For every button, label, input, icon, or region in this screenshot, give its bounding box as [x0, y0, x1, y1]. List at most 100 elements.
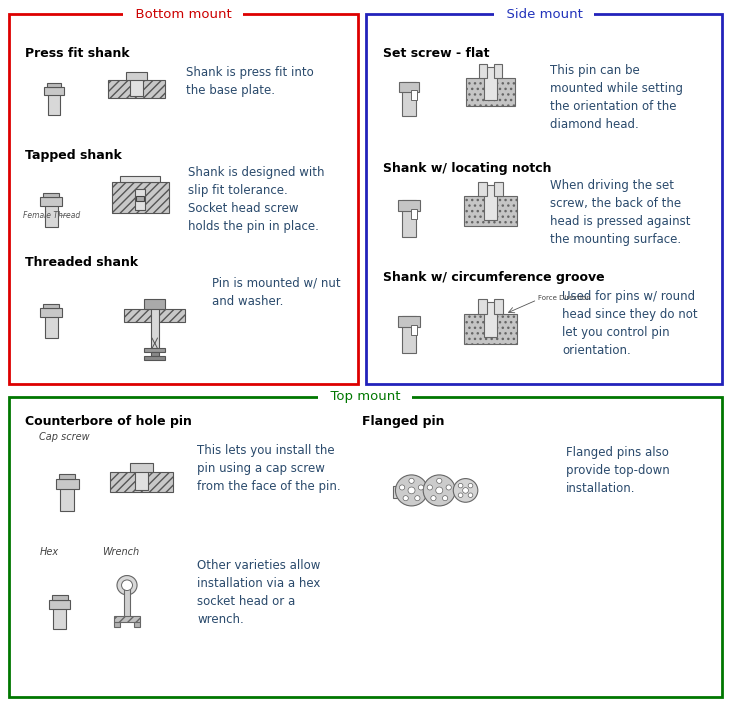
Text: Wrench: Wrench: [102, 547, 139, 558]
Bar: [44, 87, 64, 95]
Bar: [134, 622, 140, 627]
Circle shape: [431, 496, 436, 501]
Bar: [478, 300, 487, 314]
Text: Shank w/ circumference groove: Shank w/ circumference groove: [383, 271, 604, 284]
Bar: [130, 463, 153, 472]
Bar: [48, 87, 60, 115]
Bar: [55, 479, 79, 489]
Bar: [135, 470, 148, 489]
Bar: [393, 486, 404, 498]
Bar: [402, 82, 415, 116]
Bar: [398, 200, 420, 211]
Bar: [43, 304, 59, 308]
Bar: [53, 600, 66, 630]
Bar: [411, 90, 417, 99]
Text: Flanged pin: Flanged pin: [362, 415, 445, 429]
Bar: [402, 316, 416, 352]
Bar: [126, 72, 147, 80]
Bar: [464, 314, 517, 344]
Circle shape: [446, 485, 451, 490]
Bar: [45, 197, 58, 227]
Circle shape: [396, 475, 428, 506]
Circle shape: [418, 485, 423, 490]
Circle shape: [423, 475, 456, 506]
Circle shape: [122, 580, 133, 591]
Bar: [494, 64, 502, 78]
Bar: [150, 352, 159, 355]
Bar: [399, 82, 419, 92]
Bar: [464, 196, 517, 226]
Bar: [9, 14, 358, 384]
Bar: [112, 183, 169, 213]
Bar: [484, 185, 497, 219]
Text: Cap screw: Cap screw: [39, 432, 90, 443]
Text: Pin is mounted w/ nut
and washer.: Pin is mounted w/ nut and washer.: [212, 276, 340, 307]
Circle shape: [117, 575, 137, 595]
Bar: [145, 299, 165, 309]
Bar: [479, 64, 487, 78]
Bar: [45, 308, 58, 338]
Circle shape: [453, 479, 478, 502]
Text: Counterbore of hole pin: Counterbore of hole pin: [25, 415, 192, 429]
Circle shape: [458, 484, 463, 488]
Bar: [47, 83, 61, 87]
Text: Force Direction: Force Direction: [538, 295, 591, 302]
Bar: [366, 14, 722, 384]
Text: Shank w/ locating notch: Shank w/ locating notch: [383, 162, 551, 175]
Bar: [40, 308, 62, 317]
Bar: [494, 182, 503, 196]
Bar: [60, 479, 74, 511]
Text: This pin can be
mounted while setting
the orientation of the
diamond head.: This pin can be mounted while setting th…: [550, 64, 683, 131]
Bar: [52, 595, 68, 600]
Bar: [484, 67, 497, 100]
Text: Other varieties allow
installation via a hex
socket head or a
wrench.: Other varieties allow installation via a…: [197, 559, 320, 626]
Text: Press fit shank: Press fit shank: [25, 47, 129, 61]
Text: Used for pins w/ round
head since they do not
let you control pin
orientation.: Used for pins w/ round head since they d…: [562, 290, 698, 357]
Text: Tapped shank: Tapped shank: [25, 149, 122, 162]
Bar: [411, 325, 418, 336]
Bar: [466, 78, 515, 106]
Bar: [49, 600, 71, 608]
Bar: [108, 80, 165, 98]
Text: Shank is press fit into
the base plate.: Shank is press fit into the base plate.: [186, 66, 314, 97]
Bar: [40, 197, 62, 207]
Text: Top mount: Top mount: [322, 391, 409, 403]
Text: Flanged pins also
provide top-down
installation.: Flanged pins also provide top-down insta…: [566, 446, 670, 495]
Text: Side mount: Side mount: [498, 8, 591, 20]
Bar: [43, 193, 59, 197]
Circle shape: [463, 488, 469, 493]
Bar: [124, 309, 185, 321]
Bar: [124, 585, 131, 617]
Text: Threaded shank: Threaded shank: [25, 257, 138, 269]
Circle shape: [409, 478, 414, 484]
Bar: [484, 302, 497, 337]
Bar: [137, 196, 144, 201]
Bar: [120, 176, 160, 183]
Circle shape: [442, 496, 447, 501]
Bar: [115, 622, 120, 627]
Text: Bottom mount: Bottom mount: [126, 8, 240, 20]
Circle shape: [436, 487, 443, 494]
Bar: [150, 302, 159, 352]
Circle shape: [458, 493, 463, 498]
Bar: [411, 209, 418, 219]
Bar: [145, 355, 165, 360]
Circle shape: [408, 487, 415, 494]
Text: When driving the set
screw, the back of the
head is pressed against
the mounting: When driving the set screw, the back of …: [550, 178, 691, 245]
Circle shape: [415, 496, 420, 501]
Bar: [9, 397, 722, 697]
Bar: [145, 348, 165, 352]
Bar: [135, 188, 145, 210]
Text: Female Thread: Female Thread: [23, 211, 80, 219]
Circle shape: [468, 493, 473, 498]
Bar: [110, 472, 173, 492]
Bar: [115, 616, 140, 623]
Bar: [478, 182, 487, 196]
Bar: [131, 78, 142, 96]
Text: Set screw - flat: Set screw - flat: [383, 47, 489, 61]
Circle shape: [427, 485, 432, 490]
Text: Shank is designed with
slip fit tolerance.
Socket head screw
holds the pin in pl: Shank is designed with slip fit toleranc…: [188, 166, 324, 233]
Bar: [59, 474, 75, 479]
Bar: [398, 316, 420, 327]
Circle shape: [399, 485, 404, 490]
